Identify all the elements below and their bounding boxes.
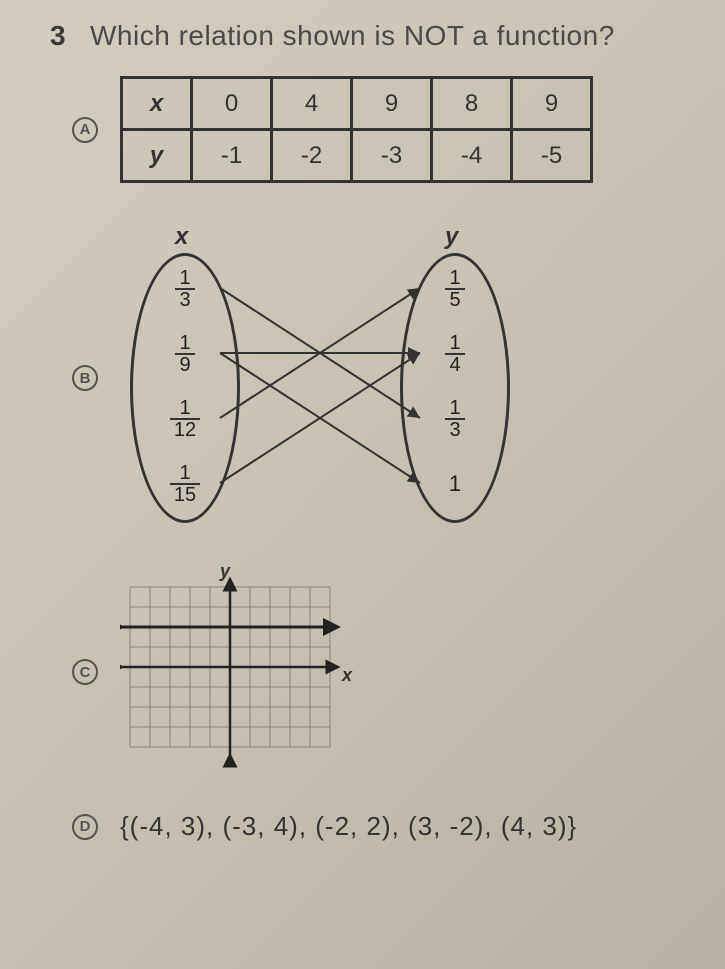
mapping-diagram: x y 1319112115 1514131 [120,223,540,533]
map-left-val-3: 115 [155,463,215,507]
choice-a-table: x 0 4 9 8 9 y -1 -2 -3 -4 -5 [120,76,593,183]
tbl-y-2: -3 [352,130,432,182]
map-right-val-1: 14 [425,333,485,377]
choice-d-marker: D [72,814,98,840]
tbl-x-2: 9 [352,78,432,130]
tbl-x-hdr: x [122,78,192,130]
map-right-val-2: 13 [425,398,485,442]
map-left-val-1: 19 [155,333,215,377]
tbl-y-3: -4 [432,130,512,182]
map-left-val-2: 112 [155,398,215,442]
choice-c-marker: C [72,659,98,685]
tbl-x-4: 9 [512,78,592,130]
map-left-val-0: 13 [155,268,215,312]
tbl-y-1: -2 [272,130,352,182]
choice-a[interactable]: A x 0 4 9 8 9 y -1 -2 -3 -4 -5 [50,76,695,183]
question-number: 3 [50,20,72,52]
tbl-x-0: 0 [192,78,272,130]
tbl-x-3: 8 [432,78,512,130]
tbl-y-4: -5 [512,130,592,182]
graph-c: y x [120,567,350,777]
choice-d[interactable]: D {(-4, 3), (-3, 4), (-2, 2), (3, -2), (… [50,811,695,842]
question-row: 3 Which relation shown is NOT a function… [50,20,695,52]
tbl-x-1: 4 [272,78,352,130]
choice-d-set: {(-4, 3), (-3, 4), (-2, 2), (3, -2), (4,… [120,811,577,842]
choice-b[interactable]: B x y 1319112115 1514131 [50,223,695,533]
question-text: Which relation shown is NOT a function? [90,20,615,52]
choice-c[interactable]: C y x [50,567,695,777]
tbl-y-hdr: y [122,130,192,182]
choice-b-marker: B [72,365,98,391]
tbl-y-0: -1 [192,130,272,182]
map-right-val-0: 15 [425,268,485,312]
graph-svg [120,567,350,777]
choice-a-marker: A [72,117,98,143]
map-right-val-3: 1 [425,471,485,497]
